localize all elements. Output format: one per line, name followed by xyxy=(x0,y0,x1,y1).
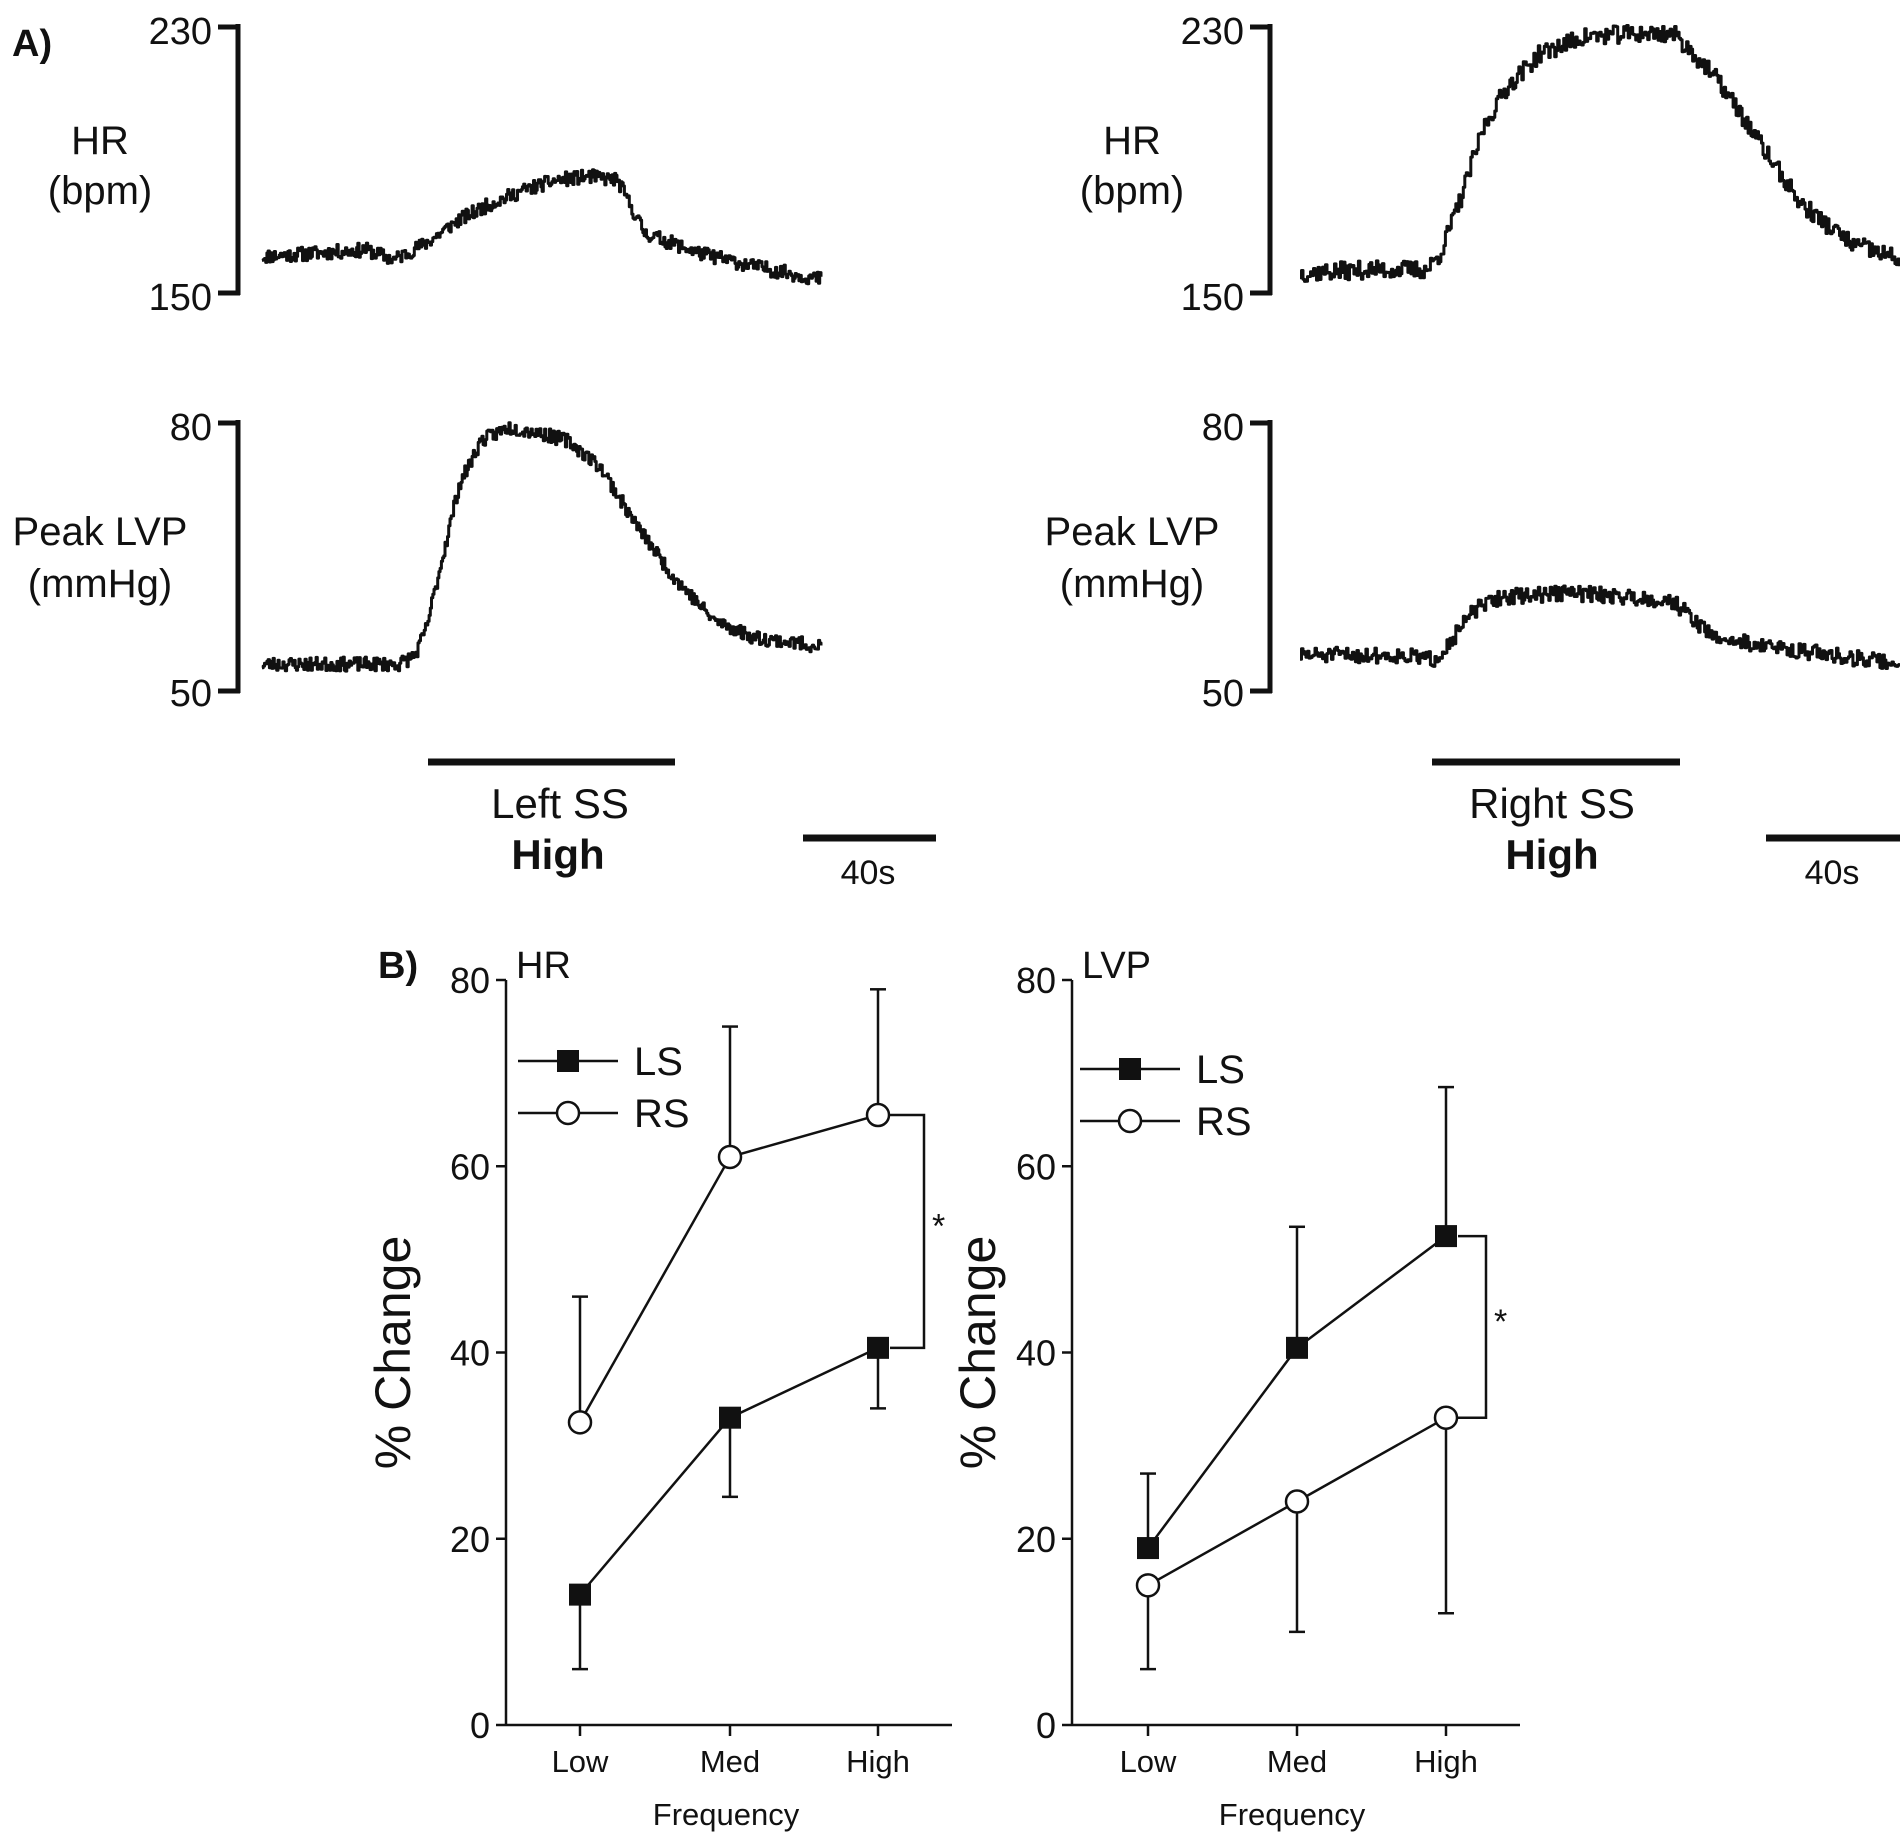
hr-summary-y-tick-label: 60 xyxy=(450,1146,490,1187)
lvp-summary-panel-title: LVP xyxy=(1082,945,1151,987)
trace-group-left: 230 150 HR (bpm) 80 50 Peak LVP (mmHg) L… xyxy=(13,11,936,892)
hr-summary-series-line-rs xyxy=(729,1113,879,1159)
lvp-summary-y-tick-label: 20 xyxy=(1016,1519,1056,1560)
lvp-summary-legend-label-ls: LS xyxy=(1196,1048,1245,1092)
lvp-summary-significance-star: * xyxy=(1494,1303,1507,1341)
lvp-summary-point-ls xyxy=(1435,1225,1457,1248)
hr-summary-y-tick-label: 80 xyxy=(450,960,490,1001)
hr-summary-point-ls xyxy=(569,1583,591,1606)
hr-summary-y-axis-title: % Change xyxy=(365,1236,421,1470)
lvp-summary-y-axis-title: % Change xyxy=(950,1236,1006,1470)
hr-summary-point-rs xyxy=(865,1102,891,1128)
lvp-summary-y-tick-label: 0 xyxy=(1036,1705,1056,1746)
hr-summary-series-line-ls xyxy=(729,1346,879,1419)
hr-summary-legend-label-ls: LS xyxy=(634,1040,683,1084)
hr-summary-legend-label-rs: RS xyxy=(634,1092,690,1136)
lvp-top-label-right: 80 xyxy=(1202,407,1244,449)
lvp-trace-left xyxy=(261,421,823,673)
panel-a-label: A) xyxy=(12,23,52,65)
lvp-summary-point-rs xyxy=(1135,1573,1161,1598)
hr-summary-legend-marker-rs xyxy=(555,1100,581,1126)
hr-summary-series-line-ls xyxy=(579,1416,731,1596)
lvp-bottom-label-right: 50 xyxy=(1202,673,1244,715)
lvp-summary-series-line-rs xyxy=(1296,1416,1447,1503)
hr-trace-left xyxy=(261,168,823,286)
lvp-summary-series-line-ls xyxy=(1146,1347,1299,1549)
trace-group-right: 230 150 HR (bpm) 80 50 Peak LVP (mmHg) R… xyxy=(1045,11,1900,892)
hr-summary-x-tick-label: High xyxy=(846,1744,910,1779)
hr-bottom-label-left: 150 xyxy=(149,277,212,319)
hr-ylabel-line2-left: (bpm) xyxy=(48,169,152,213)
lvp-summary-y-tick-label: 40 xyxy=(1016,1333,1056,1374)
hr-top-label-left: 230 xyxy=(149,11,212,53)
time-scale-label-right: 40s xyxy=(1805,854,1860,892)
hr-summary-point-ls xyxy=(867,1336,889,1359)
hr-summary-significance-star: * xyxy=(932,1207,945,1245)
lvp-summary-point-ls xyxy=(1286,1336,1308,1359)
lvp-summary-x-axis-title: Frequency xyxy=(1219,1797,1366,1832)
lvp-ylabel-line1-left: Peak LVP xyxy=(13,510,188,554)
hr-summary-y-tick-label: 0 xyxy=(470,1705,490,1746)
panel-b-label: B) xyxy=(378,945,418,987)
lvp-summary-point-rs xyxy=(1433,1405,1459,1430)
summary-chart-hr: 0 20 40 60 80 Low Med High Frequency % Change HR * L… xyxy=(365,945,952,1832)
lvp-top-label-left: 80 xyxy=(170,407,212,449)
hr-summary-x-tick-label: Med xyxy=(700,1744,760,1779)
hr-top-label-right: 230 xyxy=(1181,11,1244,53)
hr-bottom-label-right: 150 xyxy=(1181,277,1244,319)
hr-ylabel-line1-right: HR xyxy=(1103,119,1161,163)
lvp-summary-point-ls xyxy=(1137,1537,1159,1560)
summary-chart-lvp: 0 20 40 60 80 Low Med High Frequency % Change LVP *… xyxy=(950,945,1520,1832)
lvp-ylabel-line2-left: (mmHg) xyxy=(28,562,172,606)
lvp-bottom-label-left: 50 xyxy=(170,673,212,715)
lvp-summary-legend-label-rs: RS xyxy=(1196,1100,1252,1144)
hr-summary-point-ls xyxy=(719,1406,741,1429)
lvp-ylabel-line1-right: Peak LVP xyxy=(1045,510,1220,554)
lvp-summary-significance-bracket xyxy=(1458,1234,1488,1419)
lvp-summary-x-tick-label: Low xyxy=(1120,1744,1177,1779)
stimulus-level-right: High xyxy=(1505,831,1598,878)
hr-ylabel-line2-right: (bpm) xyxy=(1080,169,1184,213)
hr-ylabel-line1-left: HR xyxy=(71,119,129,163)
hr-summary-x-axis-title: Frequency xyxy=(653,1797,800,1832)
lvp-summary-x-tick-label: Med xyxy=(1267,1744,1327,1779)
time-scale-label-left: 40s xyxy=(841,854,896,892)
hr-summary-significance-bracket xyxy=(890,1113,926,1350)
lvp-summary-series-line-rs xyxy=(1147,1500,1298,1587)
lvp-summary-legend-marker-rs xyxy=(1117,1108,1143,1134)
lvp-ylabel-line2-right: (mmHg) xyxy=(1060,562,1204,606)
lvp-summary-point-rs xyxy=(1284,1489,1310,1514)
hr-summary-x-tick-label: Low xyxy=(552,1744,609,1779)
lvp-summary-x-tick-label: High xyxy=(1414,1744,1478,1779)
stimulus-label-right: Right SS xyxy=(1469,780,1635,827)
hr-summary-point-rs xyxy=(567,1410,593,1435)
stimulus-label-left: Left SS xyxy=(491,780,629,827)
hr-summary-y-tick-label: 20 xyxy=(450,1519,490,1560)
hr-summary-y-tick-label: 40 xyxy=(450,1333,490,1374)
lvp-summary-y-tick-label: 60 xyxy=(1016,1146,1056,1187)
hr-summary-legend-marker-ls xyxy=(557,1050,579,1072)
lvp-summary-legend-marker-ls xyxy=(1119,1058,1141,1080)
lvp-trace-right xyxy=(1300,584,1900,670)
stimulus-level-left: High xyxy=(511,831,604,878)
hr-trace-right xyxy=(1300,24,1900,283)
lvp-summary-y-tick-label: 80 xyxy=(1016,960,1056,1001)
hr-summary-series-line-rs xyxy=(578,1156,732,1423)
hr-summary-point-rs xyxy=(717,1144,743,1170)
hr-summary-panel-title: HR xyxy=(516,945,571,987)
lvp-summary-series-line-ls xyxy=(1296,1235,1447,1349)
